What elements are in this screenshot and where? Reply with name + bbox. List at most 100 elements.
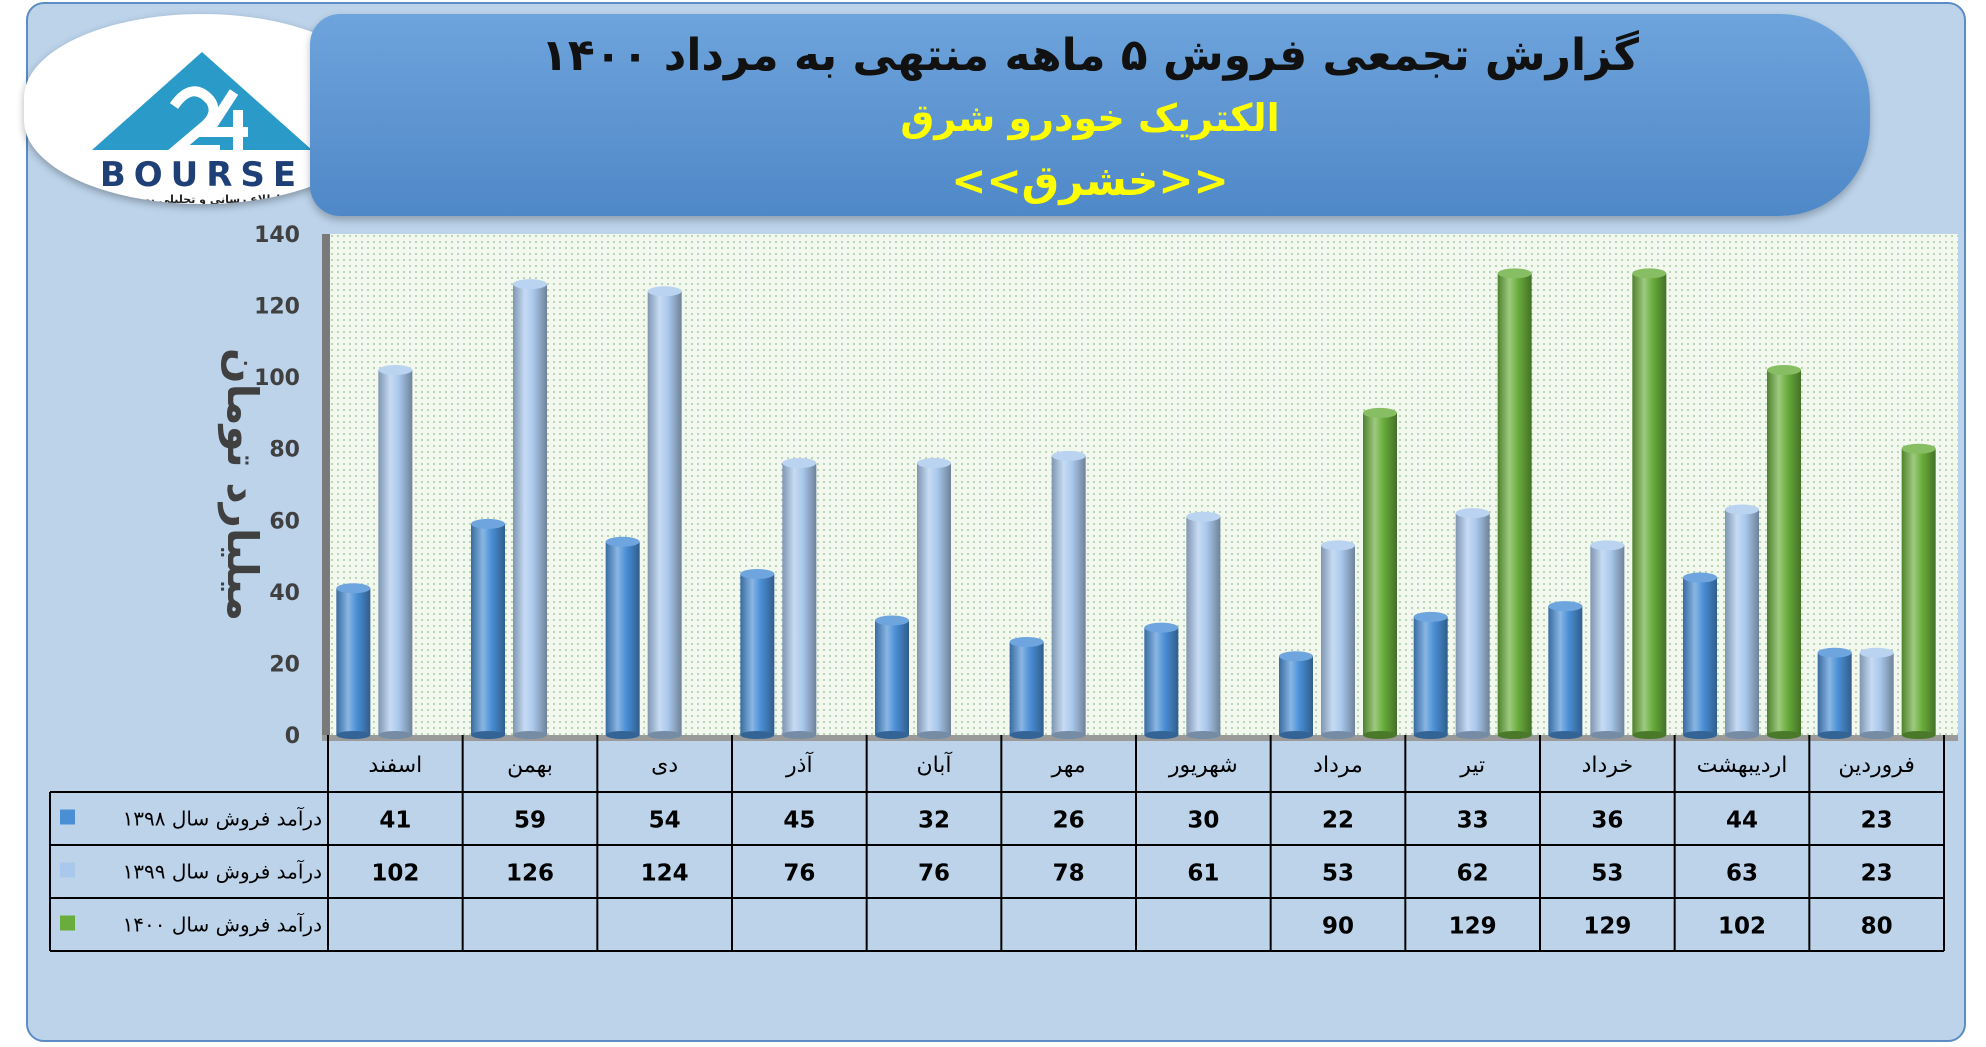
bar-s0-c5	[1144, 627, 1179, 735]
bar-top-s1-c3	[1455, 508, 1490, 519]
data-label-s0-c11: 41	[379, 808, 411, 834]
bar-s0-c0	[1817, 652, 1852, 735]
bar-base-s2-c0	[1901, 731, 1936, 739]
data-label-s0-c1: 44	[1726, 808, 1758, 834]
bar-s0-c1	[1683, 577, 1717, 735]
company-name: الکتریک خودرو شرق	[900, 96, 1280, 140]
bar-s0-c10	[471, 523, 505, 735]
bar-s1-c3	[1455, 513, 1490, 735]
data-label-s0-c0: 23	[1861, 808, 1893, 834]
bar-base-s0-c11	[336, 731, 371, 739]
legend-label-s0: درآمد فروش سال ۱۳۹۸	[123, 806, 322, 831]
bar-top-s1-c2	[1590, 540, 1625, 551]
y-tick-label: 60	[269, 509, 300, 534]
bar-base-s1-c7	[917, 731, 951, 739]
bar-base-s0-c8	[740, 731, 775, 739]
bar-s1-c11	[378, 369, 413, 735]
data-label-s1-c6: 78	[1053, 861, 1085, 887]
bar-s1-c4	[1321, 545, 1355, 735]
bar-base-s1-c11	[378, 731, 413, 739]
bar-top-s1-c0	[1859, 647, 1894, 658]
y-axis-wall	[322, 234, 330, 735]
bar-top-s0-c2	[1548, 601, 1583, 612]
legend-swatch-s1	[60, 862, 75, 878]
data-label-s1-c11: 102	[371, 861, 419, 887]
y-tick-label: 100	[254, 366, 300, 391]
bar-top-s0-c9	[605, 536, 640, 547]
y-tick-label: 80	[269, 438, 300, 463]
data-label-s1-c3: 62	[1457, 861, 1489, 887]
data-label-s0-c6: 26	[1053, 808, 1085, 834]
bar-top-s2-c3	[1497, 268, 1532, 279]
bar-top-s2-c2	[1632, 268, 1667, 279]
logo-tagline: پایگاه اطلاع رسانی و تحلیلی بورس ایران	[91, 193, 314, 204]
bar-s0-c9	[605, 541, 640, 735]
data-label-s1-c9: 124	[641, 861, 689, 887]
bar-s2-c3	[1497, 273, 1532, 735]
bar-base-s1-c9	[647, 731, 682, 739]
logo-text: BOURSE	[100, 155, 304, 195]
data-label-s2-c4: 90	[1322, 914, 1354, 940]
bar-top-s1-c8	[782, 458, 817, 469]
bar-s1-c9	[647, 291, 682, 735]
floor	[322, 735, 1958, 741]
bar-base-s0-c0	[1817, 731, 1852, 739]
x-tick-label: شهریور	[1168, 753, 1238, 778]
data-label-s0-c3: 33	[1457, 808, 1489, 834]
bar-top-s0-c6	[1009, 636, 1044, 647]
logo-numeral-2	[162, 86, 220, 155]
bar-base-s1-c10	[513, 731, 547, 739]
bar-base-s0-c6	[1009, 731, 1044, 739]
bar-top-s1-c6	[1051, 450, 1086, 461]
bar-base-s1-c2	[1590, 731, 1625, 739]
bar-s1-c8	[782, 463, 817, 735]
title-banner: گزارش تجمعی فروش ۵ ماهه منتهی به مرداد ۱…	[310, 14, 1870, 216]
data-label-s1-c5: 61	[1187, 861, 1219, 887]
y-tick-label: 120	[254, 295, 300, 320]
bar-top-s1-c9	[647, 286, 682, 297]
bar-top-s2-c4	[1363, 407, 1397, 418]
data-label-s2-c1: 102	[1718, 914, 1766, 940]
bar-s1-c1	[1725, 509, 1759, 735]
data-label-s1-c2: 53	[1591, 861, 1623, 887]
x-tick-label: اردیبهشت	[1697, 753, 1788, 778]
y-tick-label: 20	[269, 652, 300, 677]
y-tick-label: 40	[269, 581, 300, 606]
bar-s2-c2	[1632, 273, 1667, 735]
bar-base-s1-c6	[1051, 731, 1086, 739]
bar-s1-c2	[1590, 545, 1625, 735]
bar-base-s0-c5	[1144, 731, 1179, 739]
y-axis-label: میلیارد تومان	[217, 348, 267, 621]
bar-s1-c0	[1859, 652, 1894, 735]
x-tick-label: اسفند	[368, 753, 422, 778]
data-label-s1-c10: 126	[506, 861, 554, 887]
x-tick-label: مهر	[1051, 753, 1086, 778]
bar-s0-c2	[1548, 606, 1583, 735]
bar-top-s0-c11	[336, 583, 371, 594]
bar-base-s1-c0	[1859, 731, 1894, 739]
data-label-s1-c8: 76	[783, 861, 815, 887]
bar-s0-c7	[875, 620, 909, 735]
bar-s1-c6	[1051, 455, 1086, 735]
bar-s2-c0	[1901, 448, 1936, 735]
logo-numeral-4	[198, 89, 248, 152]
bar-base-s1-c3	[1455, 731, 1490, 739]
bar-s0-c11	[336, 588, 371, 735]
data-label-s0-c5: 30	[1187, 808, 1219, 834]
bar-top-s0-c8	[740, 568, 775, 579]
report-title: گزارش تجمعی فروش ۵ ماهه منتهی به مرداد ۱…	[541, 30, 1639, 81]
data-label-s0-c7: 32	[918, 808, 950, 834]
legend-swatch-s2	[60, 915, 75, 931]
bar-top-s1-c1	[1725, 504, 1759, 515]
bar-base-s2-c1	[1767, 731, 1801, 739]
bar-base-s2-c4	[1363, 731, 1397, 739]
x-tick-label: مرداد	[1313, 753, 1363, 778]
bar-base-s0-c10	[471, 731, 505, 739]
data-label-s0-c2: 36	[1591, 808, 1623, 834]
bar-base-s1-c5	[1186, 731, 1221, 739]
bar-base-s0-c3	[1413, 731, 1448, 739]
bar-base-s0-c2	[1548, 731, 1583, 739]
bar-base-s2-c3	[1497, 731, 1532, 739]
bar-s0-c6	[1009, 641, 1044, 735]
